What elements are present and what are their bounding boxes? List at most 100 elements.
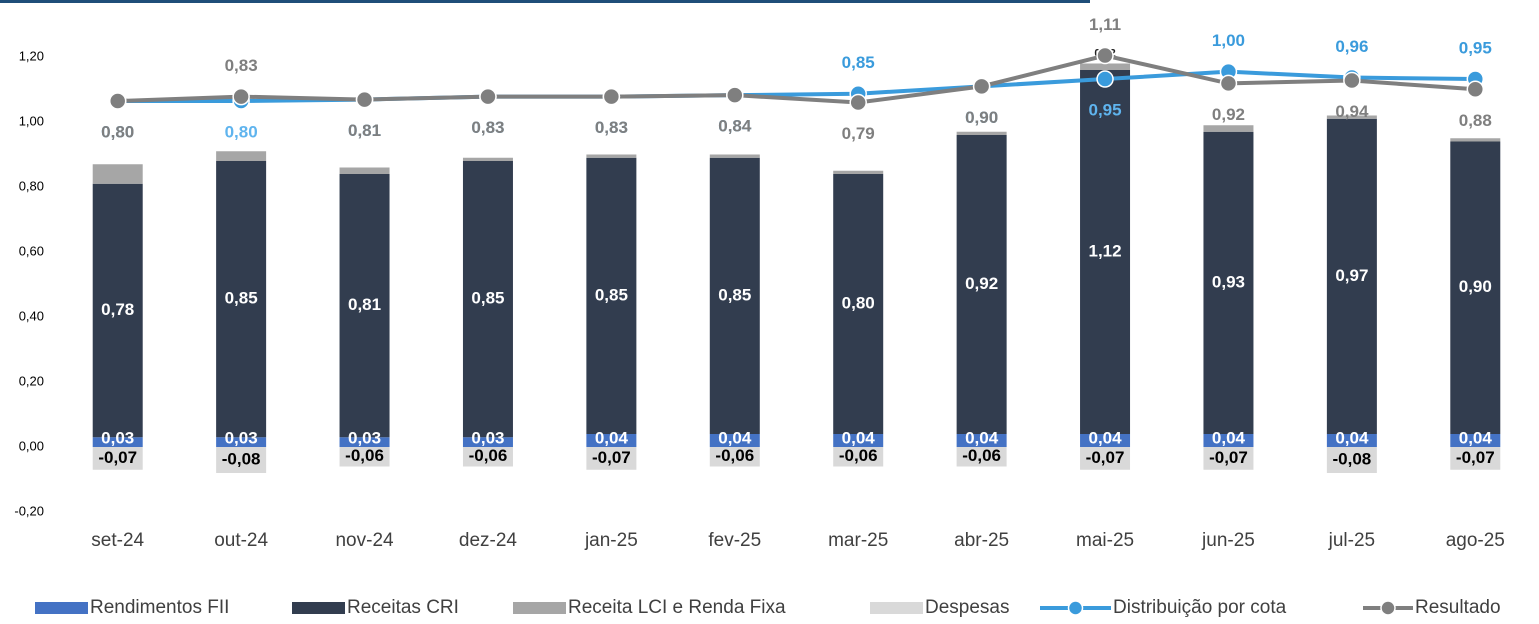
bar-segment: [1080, 447, 1131, 470]
data-label: 0,97: [1335, 266, 1368, 285]
bar-segment: [216, 151, 267, 161]
line-marker: [1466, 80, 1485, 99]
data-label: 0,04: [1335, 428, 1369, 447]
bar-segment: [586, 447, 637, 470]
bar-segment: [92, 164, 143, 184]
bar-segment: [1326, 447, 1377, 473]
bar-segment: [833, 174, 884, 434]
x-tick-label: set-24: [91, 530, 144, 551]
bar-segment: [833, 434, 884, 447]
x-tick-label: jan-25: [584, 530, 638, 551]
y-tick-label: 1,20: [19, 48, 44, 63]
line-marker: [355, 90, 374, 109]
line-marker: [479, 87, 497, 106]
data-label: 0,04: [1088, 428, 1122, 447]
x-tick-label: dez-24: [459, 530, 518, 551]
bar-segment: [462, 447, 513, 467]
data-label: 0,80: [101, 123, 134, 142]
x-tick-label: out-24: [214, 530, 268, 551]
bar-segment: [956, 447, 1007, 467]
bar-segment: [1203, 434, 1254, 447]
data-label: 0,03: [101, 428, 134, 447]
bar-segment: [1450, 447, 1501, 470]
bar-segment: [1326, 434, 1377, 447]
data-label: 1,12: [1088, 241, 1121, 260]
line-marker: [972, 77, 991, 96]
data-label: 0,96: [1335, 37, 1368, 56]
line-marker: [1343, 71, 1361, 90]
legend-label: Rendimentos FII: [90, 597, 229, 618]
bar-segment: [92, 183, 143, 438]
data-label: 0,93: [1212, 272, 1245, 291]
line-marker: [1096, 46, 1114, 65]
x-tick-label: nov-24: [335, 530, 394, 551]
bar-segment: [1080, 70, 1131, 434]
bar-segment: [216, 161, 267, 438]
x-tick-label: mar-25: [828, 530, 888, 551]
x-tick-label: jun-25: [1201, 530, 1255, 551]
data-label: 0,94: [1335, 102, 1369, 121]
bar-segment: [586, 154, 637, 158]
legend-swatch: [35, 602, 88, 614]
data-label: 0,90: [965, 108, 998, 127]
bar-segment: [462, 157, 513, 161]
legend-swatch: [513, 602, 566, 614]
bar-segment: [586, 157, 637, 434]
data-label: -0,06: [962, 446, 1001, 465]
data-label: 0,84: [718, 117, 752, 136]
legend-label: Receitas CRI: [347, 597, 459, 618]
bar-segment: [1326, 118, 1377, 434]
bar-segment: [709, 434, 760, 447]
x-tick-label: jul-25: [1328, 530, 1375, 551]
line-marker: [1219, 74, 1238, 93]
bar-segment: [956, 135, 1007, 434]
bar-segment: [709, 157, 760, 434]
bar-segment: [1203, 131, 1254, 434]
data-label: 0,95: [1459, 39, 1492, 58]
data-label: 0,04: [1459, 428, 1493, 447]
data-label: -0,08: [1333, 449, 1372, 468]
bar-segment: [833, 447, 884, 467]
data-label: 0,04: [842, 428, 876, 447]
line-marker: [1096, 70, 1114, 88]
data-label: 0,78: [101, 300, 134, 319]
data-label: 0,90: [965, 108, 998, 127]
legend-label: Resultado: [1415, 597, 1501, 618]
data-label: 0,81: [348, 295, 381, 314]
data-label: 0,83: [595, 118, 628, 137]
line-marker: [602, 87, 621, 106]
bar-segment: [339, 167, 390, 174]
data-label: -0,07: [98, 448, 137, 467]
data-label: 0,85: [595, 285, 628, 304]
data-label: 1,11: [1089, 15, 1121, 34]
bar-segment: [92, 447, 143, 470]
bar-segment: [1203, 125, 1254, 132]
legend-label: Distribuição por cota: [1113, 597, 1287, 618]
data-label: 0,79: [842, 124, 875, 143]
line-marker: [726, 86, 744, 104]
bar-segment: [833, 170, 884, 174]
data-label: 0,85: [471, 289, 504, 308]
line-marker: [108, 92, 127, 110]
bar-segment: [462, 437, 513, 447]
x-tick-label: fev-25: [708, 530, 761, 551]
data-label: 0,80: [842, 293, 875, 312]
x-tick-label: mai-25: [1076, 530, 1134, 551]
data-label: 0,80: [225, 123, 258, 142]
y-tick-label: 0,00: [19, 438, 44, 453]
data-label: 0,83: [595, 118, 628, 137]
y-tick-label: 0,60: [19, 243, 44, 258]
data-label: 0,84: [718, 117, 752, 136]
data-label: 0,85: [718, 285, 751, 304]
bar-segment: [956, 131, 1007, 135]
data-label: 0,90: [1459, 277, 1492, 296]
bar-segment: [462, 161, 513, 438]
legend-swatch: [1067, 600, 1084, 616]
bar-segment: [1450, 434, 1501, 447]
legend-swatch: [1380, 600, 1396, 616]
bar-segment: [956, 434, 1007, 447]
legend-label: Receita LCI e Renda Fixa: [568, 597, 786, 618]
data-label: -0,06: [469, 446, 508, 465]
